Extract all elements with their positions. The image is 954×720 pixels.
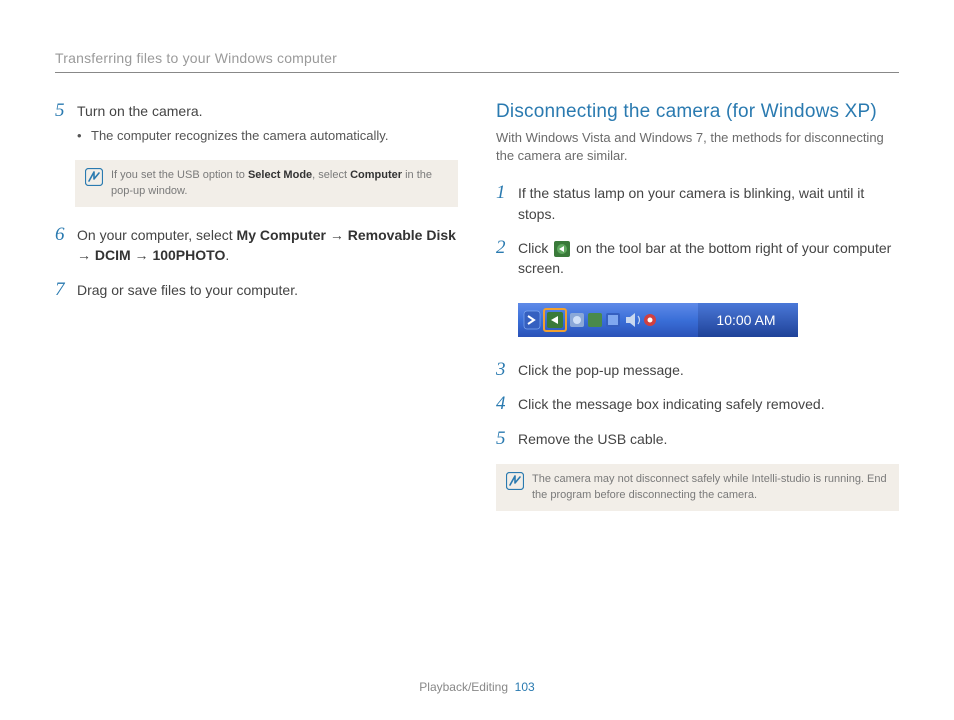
step-body: Click the message box indicating safely … xyxy=(518,394,899,414)
taskbar-time: 10:00 AM xyxy=(716,312,775,328)
note-icon xyxy=(506,472,524,490)
note-text: If you set the USB option to Select Mode… xyxy=(111,168,448,199)
note-bold1: Select Mode xyxy=(248,169,312,181)
arrow: → xyxy=(77,247,95,263)
note-text: The camera may not disconnect safely whi… xyxy=(532,472,889,503)
step-number: 1 xyxy=(496,183,518,204)
t: On your computer, select xyxy=(77,227,237,243)
step-5: 5 Turn on the camera. • The computer rec… xyxy=(55,101,458,146)
note-pre: If you set the USB option to xyxy=(111,169,248,181)
step-body: On your computer, select My Computer → R… xyxy=(77,225,458,266)
step-number: 2 xyxy=(496,238,518,259)
step-body: Drag or save files to your computer. xyxy=(77,280,458,300)
step-body: Turn on the camera. • The computer recog… xyxy=(77,101,458,146)
taskbar-screenshot: 10:00 AM xyxy=(518,303,798,337)
arrow: → xyxy=(131,247,153,263)
note-box-disconnect: The camera may not disconnect safely whi… xyxy=(496,464,899,511)
t: Click xyxy=(518,240,552,256)
step-number: 4 xyxy=(496,394,518,415)
t: Removable Disk xyxy=(348,227,456,243)
page-footer: Playback/Editing 103 xyxy=(0,680,954,694)
t: . xyxy=(225,247,229,263)
step-3: 3 Click the pop-up message. xyxy=(496,360,899,381)
step-body: If the status lamp on your camera is bli… xyxy=(518,183,899,224)
step-4: 4 Click the message box indicating safel… xyxy=(496,394,899,415)
page-header: Transferring files to your Windows compu… xyxy=(55,50,899,73)
step-number: 7 xyxy=(55,280,77,301)
step-number: 5 xyxy=(496,429,518,450)
step-text: Turn on the camera. xyxy=(77,103,203,119)
bullet-dot: • xyxy=(77,127,91,146)
t: My Computer xyxy=(237,227,326,243)
step-5r: 5 Remove the USB cable. xyxy=(496,429,899,450)
step-7: 7 Drag or save files to your computer. xyxy=(55,280,458,301)
footer-section: Playback/Editing xyxy=(419,680,508,694)
note-bold2: Computer xyxy=(350,169,402,181)
step-body: Click on the tool bar at the bottom righ… xyxy=(518,238,899,279)
bullet-row: • The computer recognizes the camera aut… xyxy=(77,127,458,146)
step-number: 5 xyxy=(55,101,77,122)
arrow: → xyxy=(326,227,348,243)
step-number: 3 xyxy=(496,360,518,381)
note-icon xyxy=(85,168,103,186)
t: 100PHOTO xyxy=(152,247,225,263)
bullet-text: The computer recognizes the camera autom… xyxy=(91,127,388,146)
note-box-usb: If you set the USB option to Select Mode… xyxy=(75,160,458,207)
section-title: Disconnecting the camera (for Windows XP… xyxy=(496,101,899,123)
note-mid: , select xyxy=(312,169,350,181)
step-number: 6 xyxy=(55,225,77,246)
right-column: Disconnecting the camera (for Windows XP… xyxy=(496,101,899,529)
t: on the tool bar at the bottom right of y… xyxy=(518,240,891,276)
step-body: Remove the USB cable. xyxy=(518,429,899,449)
footer-page-number: 103 xyxy=(515,680,535,694)
safely-remove-icon xyxy=(554,241,570,257)
t: DCIM xyxy=(95,247,131,263)
step-6: 6 On your computer, select My Computer →… xyxy=(55,225,458,266)
left-column: 5 Turn on the camera. • The computer rec… xyxy=(55,101,458,529)
step-body: Click the pop-up message. xyxy=(518,360,899,380)
step-1: 1 If the status lamp on your camera is b… xyxy=(496,183,899,224)
content-columns: 5 Turn on the camera. • The computer rec… xyxy=(55,101,899,529)
step-2: 2 Click on the tool bar at the bottom ri… xyxy=(496,238,899,279)
section-subtitle: With Windows Vista and Windows 7, the me… xyxy=(496,129,899,165)
